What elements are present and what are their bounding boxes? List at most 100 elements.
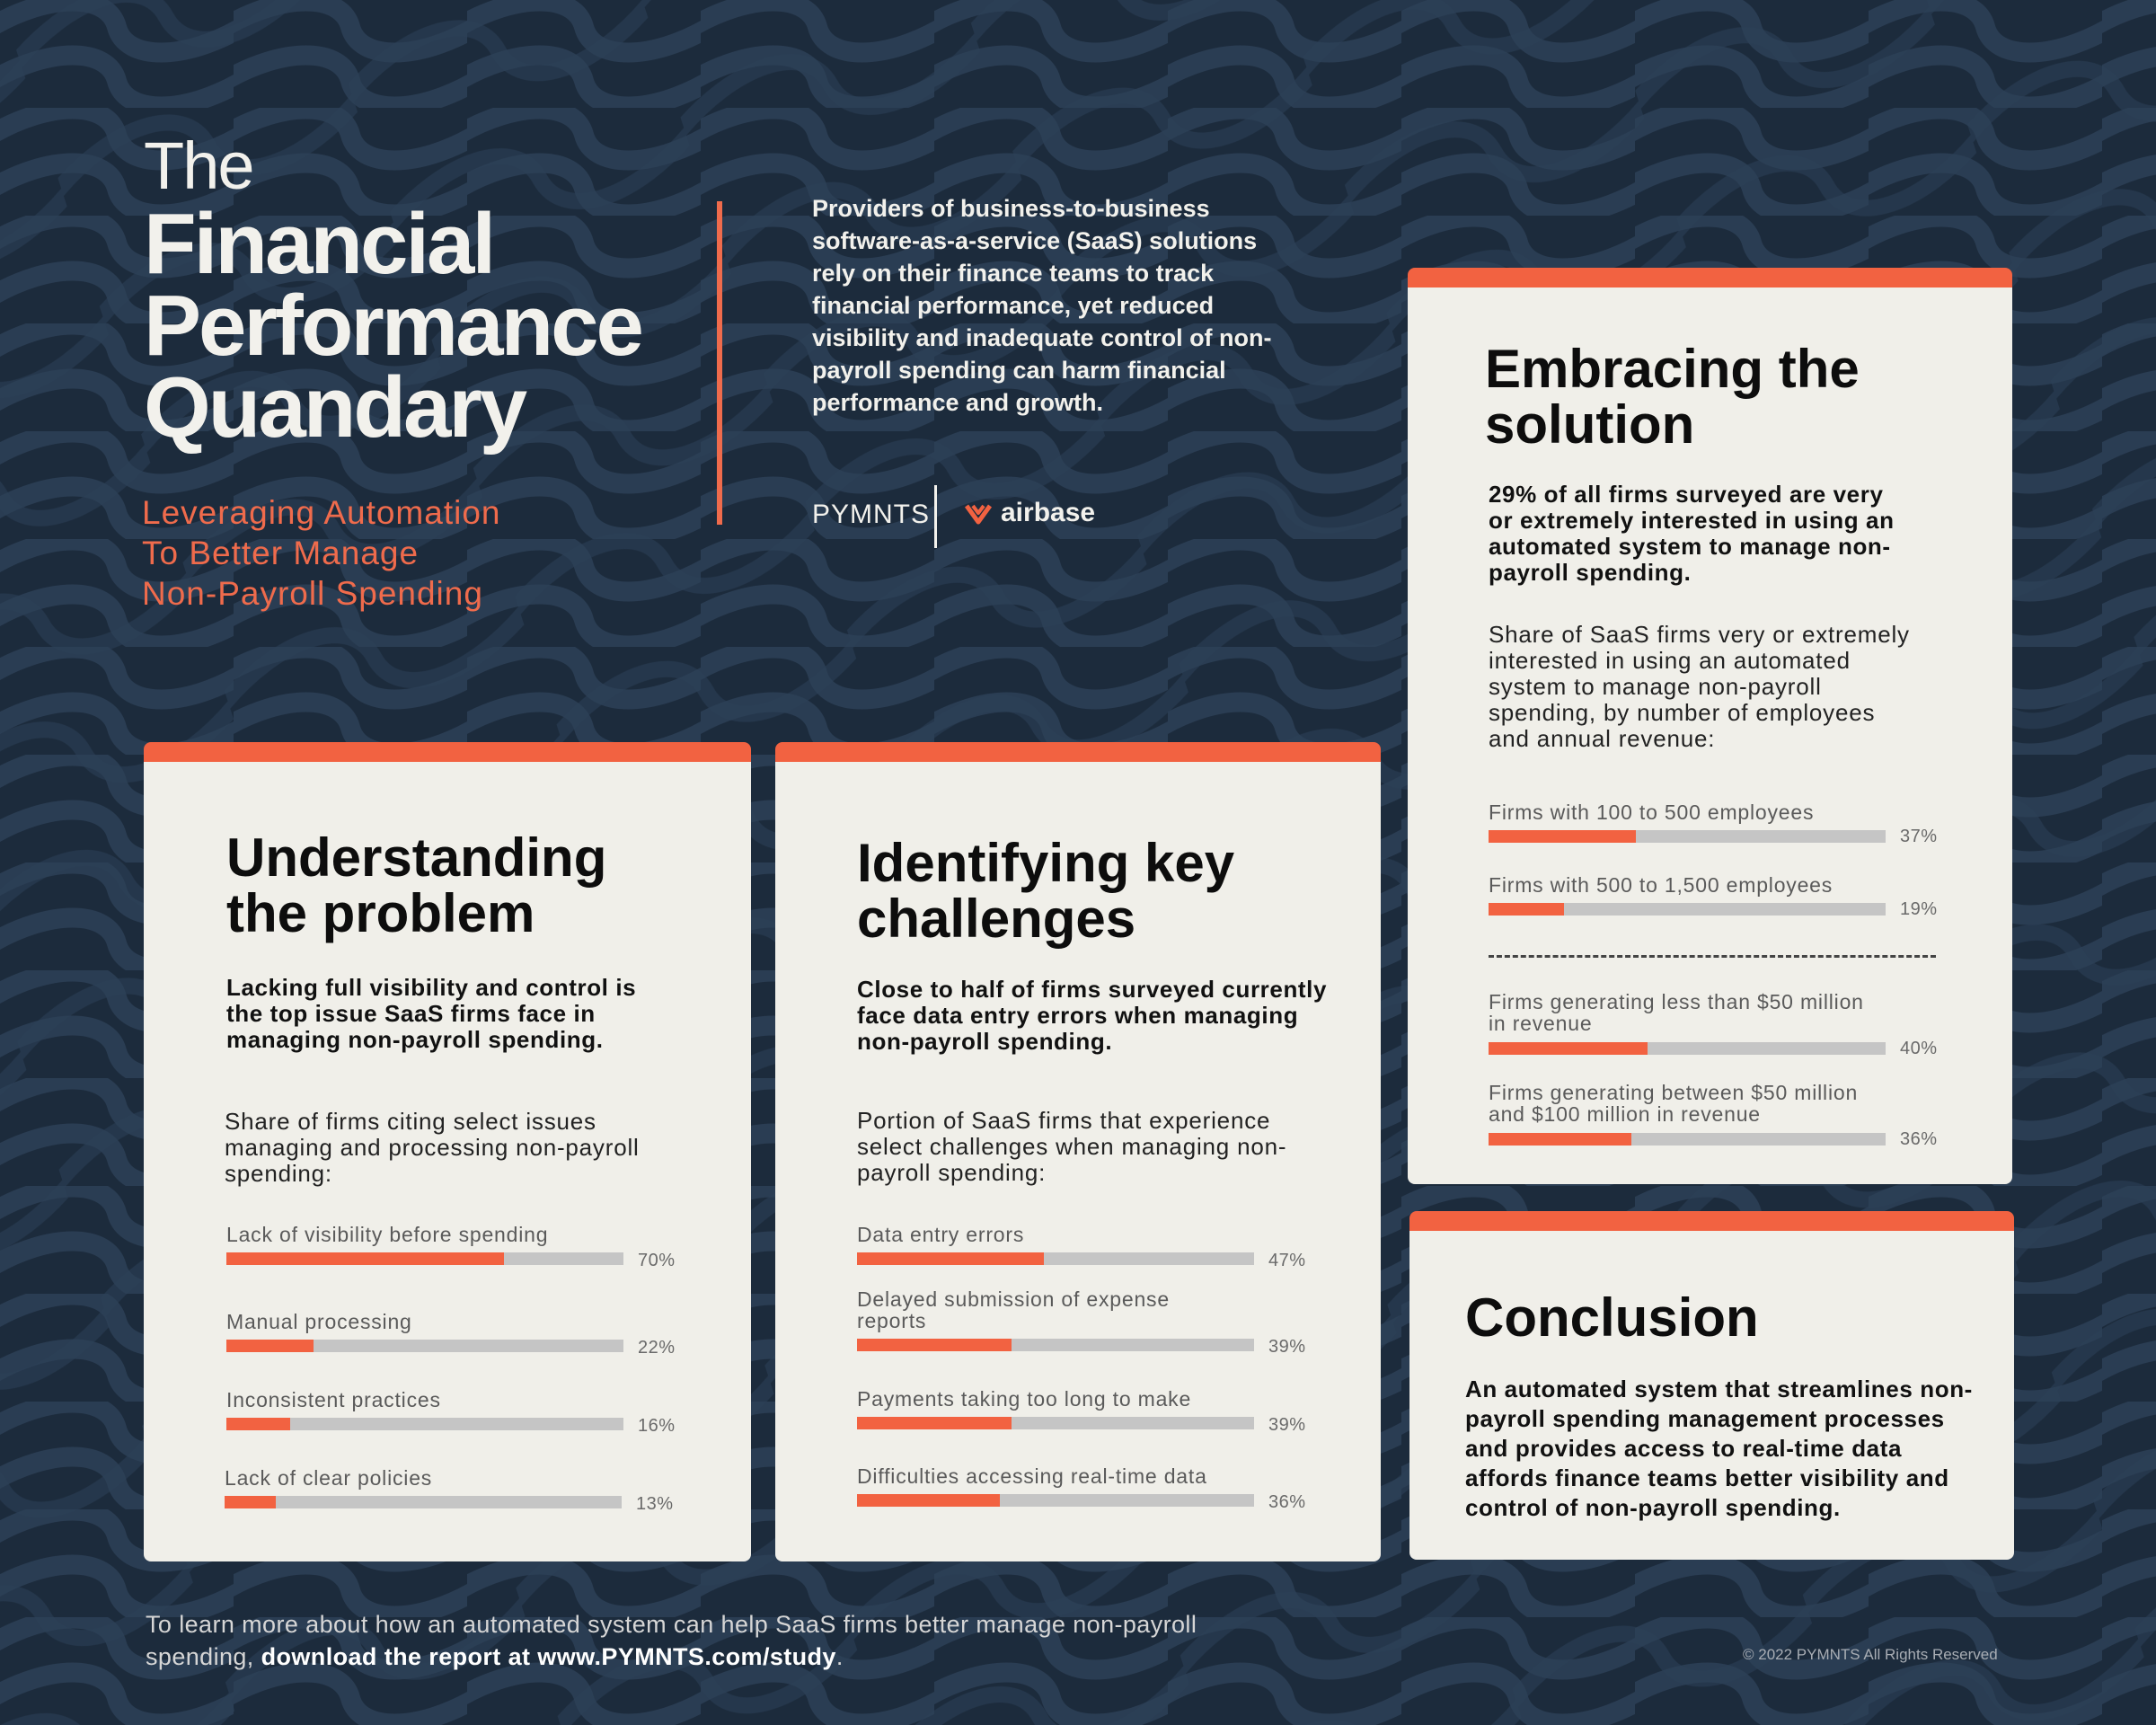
card-title: Embracing the solution [1485, 341, 1860, 453]
bar-percent: 70% [638, 1251, 676, 1270]
section-divider [1489, 955, 1936, 958]
subtitle-line: Leveraging Automation [142, 494, 501, 531]
bar-track [1489, 1042, 1886, 1055]
card-lead: Lacking full visibility and control is t… [226, 974, 637, 1053]
bar-fill [1489, 1042, 1648, 1055]
bar-item: Firms with 100 to 500 employees 37% [1489, 801, 1937, 846]
bar-fill [857, 1494, 1001, 1507]
bar-percent: 19% [1900, 899, 1938, 919]
header-divider [717, 201, 722, 525]
subtitle-line: Non-Payroll Spending [142, 575, 483, 612]
bar-label: Delayed submission of expense reports [857, 1287, 1170, 1332]
bar-fill [226, 1418, 290, 1430]
card-title-line: Understanding [226, 827, 607, 888]
solution-card: Embracing the solution 29% of all firms … [1408, 268, 2012, 1184]
bar-percent: 13% [636, 1494, 674, 1514]
bar-item: Inconsistent practices 16% [226, 1388, 675, 1436]
bar-fill [1489, 903, 1564, 916]
bar-fill [857, 1417, 1012, 1429]
bar-track [857, 1417, 1254, 1429]
title-prefix: The [144, 128, 255, 203]
footer-period: . [835, 1643, 844, 1670]
bar-track [226, 1418, 623, 1430]
card-title-line: Embracing the [1485, 339, 1860, 399]
airbase-wordmark: airbase [1001, 498, 1096, 527]
bar-fill [1489, 830, 1636, 843]
bar-label: Lack of clear policies [225, 1466, 433, 1490]
bar-fill [225, 1496, 277, 1508]
bar-item: Delayed submission of expense reports 39… [857, 1287, 1305, 1357]
page-subtitle: Leveraging Automation To Better Manage N… [142, 492, 609, 614]
problem-card: Understanding the problem Lacking full v… [144, 742, 751, 1561]
bar-track [226, 1340, 623, 1352]
bar-item: Firms generating less than $50 million i… [1489, 990, 1937, 1058]
bar-fill [226, 1340, 314, 1352]
subtitle-line: To Better Manage [142, 535, 420, 571]
card-title-line: Identifying key [857, 833, 1235, 893]
conclusion-body: An automated system that streamlines non… [1465, 1376, 1973, 1521]
bar-percent: 36% [1900, 1129, 1938, 1149]
bar-fill [857, 1252, 1044, 1265]
copyright: © 2022 PYMNTS All Rights Reserved [1743, 1646, 1998, 1663]
bar-track [225, 1496, 622, 1508]
bar-item: Difficulties accessing real-time data 36… [857, 1464, 1305, 1512]
bar-label: Lack of visibility before spending [226, 1223, 549, 1246]
bar-fill [857, 1339, 1012, 1351]
bar-label: Inconsistent practices [226, 1388, 441, 1411]
pymnts-logo: PYMNTS [812, 500, 931, 529]
bar-fill [1489, 1133, 1632, 1146]
bar-label: Payments taking too long to make [857, 1387, 1192, 1411]
report-link[interactable]: download the report at www.PYMNTS.com/st… [261, 1643, 836, 1670]
bar-label: Data entry errors [857, 1223, 1025, 1246]
card-lead: Close to half of firms surveyed currentl… [857, 976, 1328, 1055]
card-lead: 29% of all firms surveyed are very or ex… [1489, 481, 1895, 586]
card-title: Identifying key challenges [857, 836, 1234, 947]
bar-label: Difficulties accessing real-time data [857, 1464, 1207, 1488]
logo-divider [934, 485, 937, 548]
card-title: Conclusion [1465, 1287, 1759, 1348]
bar-percent: 37% [1900, 827, 1938, 846]
bar-track [857, 1252, 1254, 1265]
bar-item: Firms generating between $50 million and… [1489, 1081, 1937, 1149]
bar-label: Firms generating less than $50 million i… [1489, 990, 1864, 1035]
conclusion-card: Conclusion An automated system that stre… [1409, 1211, 2014, 1560]
card-description: Share of SaaS firms very or extremely in… [1489, 621, 1910, 752]
footer-text: To learn more about how an automated sys… [146, 1608, 1206, 1673]
card-title-line: solution [1485, 394, 1695, 455]
bar-percent: 39% [1268, 1415, 1306, 1435]
bar-label: Firms generating between $50 million and… [1489, 1081, 1859, 1126]
card-description: Share of firms citing select issues mana… [225, 1108, 640, 1187]
bar-track [1489, 830, 1886, 843]
bar-percent: 47% [1268, 1251, 1306, 1270]
bar-track [1489, 1133, 1886, 1146]
bar-track [857, 1494, 1254, 1507]
bar-item: Lack of visibility before spending 70% [226, 1223, 675, 1270]
bar-label: Firms with 100 to 500 employees [1489, 801, 1815, 824]
bar-item: Data entry errors 47% [857, 1223, 1305, 1270]
bar-label: Firms with 500 to 1,500 employees [1489, 873, 1833, 897]
title-line: Performance [144, 278, 644, 374]
bar-track [857, 1339, 1254, 1351]
bar-label: Manual processing [226, 1310, 412, 1333]
intro-text: Providers of business-to-business softwa… [812, 195, 1272, 416]
airbase-mark-icon [964, 504, 993, 525]
bar-item: Firms with 500 to 1,500 employees 19% [1489, 873, 1937, 919]
page-title: Financial Performance Quandary [144, 196, 644, 456]
card-title-line: challenges [857, 889, 1136, 949]
bar-percent: 22% [638, 1338, 676, 1358]
bar-item: Lack of clear policies 13% [225, 1466, 673, 1514]
title-line: Financial [144, 196, 496, 292]
title-line: Quandary [144, 359, 527, 456]
bar-percent: 40% [1900, 1039, 1938, 1058]
bar-item: Manual processing 22% [226, 1310, 675, 1358]
bar-percent: 39% [1268, 1337, 1306, 1357]
bar-item: Payments taking too long to make 39% [857, 1387, 1305, 1435]
card-title: Understanding the problem [226, 830, 606, 942]
bar-percent: 16% [638, 1416, 676, 1436]
bar-fill [226, 1252, 505, 1265]
card-description: Portion of SaaS firms that experience se… [857, 1107, 1287, 1186]
bar-track [226, 1252, 623, 1265]
bar-track [1489, 903, 1886, 916]
bar-percent: 36% [1268, 1492, 1306, 1512]
card-title-line: the problem [226, 883, 535, 943]
